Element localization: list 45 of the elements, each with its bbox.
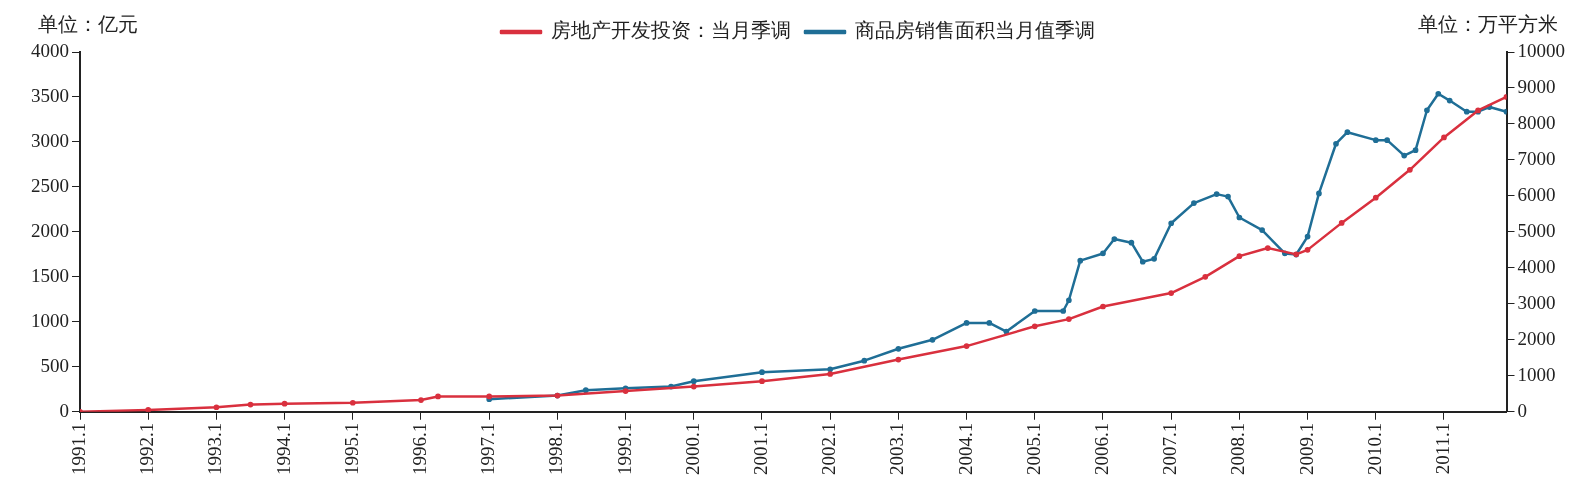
- x-tick-label: 1995.1: [340, 422, 362, 475]
- y-tick-label: 3500: [31, 84, 69, 106]
- y2-tick-label: 8000: [1517, 111, 1556, 133]
- x-tick-label: 2007.1: [1159, 422, 1181, 475]
- x-tick-label: 1996.1: [408, 422, 430, 475]
- y-tick-label: 3000: [31, 129, 69, 151]
- x-tick-label: 2003.1: [886, 422, 908, 475]
- x-tick-label: 1997.1: [477, 422, 499, 475]
- y2-tick-label: 0: [1517, 399, 1527, 421]
- y2-tick-label: 9000: [1517, 75, 1556, 97]
- y-tick-label: 1500: [31, 264, 69, 286]
- y-tick-label: 500: [40, 354, 69, 376]
- y-tick-label: 2000: [31, 219, 69, 241]
- y2-tick-label: 5000: [1517, 219, 1556, 241]
- x-tick-label: 1999.1: [613, 422, 635, 475]
- x-tick-label: 2010.1: [1363, 422, 1385, 475]
- x-tick-label: 2002.1: [818, 422, 840, 475]
- x-tick-label: 2009.1: [1295, 422, 1317, 475]
- legend-label: 商品房销售面积当月值季调: [855, 19, 1095, 42]
- y-tick-label: 1000: [31, 309, 69, 331]
- x-tick-label: 2000.1: [681, 422, 703, 475]
- y2-axis-title: 单位：万平方米: [1418, 13, 1558, 36]
- y-tick-label: 0: [59, 399, 69, 421]
- x-tick-label: 2004.1: [954, 422, 976, 475]
- x-tick-label: 1991.1: [67, 422, 89, 475]
- x-tick-label: 2005.1: [1022, 422, 1044, 475]
- y2-tick-label: 6000: [1517, 183, 1556, 205]
- y-axis-title: 单位：亿元: [38, 13, 138, 36]
- x-tick-label: 1994.1: [272, 422, 294, 475]
- y2-tick-label: 4000: [1517, 255, 1556, 277]
- x-tick-label: 1998.1: [545, 422, 567, 475]
- x-tick-label: 1993.1: [204, 422, 226, 475]
- y2-tick-label: 1000: [1517, 363, 1556, 385]
- y2-tick-label: 10000: [1517, 39, 1565, 61]
- y-tick-label: 2500: [31, 174, 69, 196]
- x-tick-label: 2006.1: [1090, 422, 1112, 475]
- y-tick-label: 4000: [31, 39, 69, 61]
- y2-tick-label: 3000: [1517, 291, 1556, 313]
- x-tick-label: 2011.1: [1431, 422, 1453, 475]
- legend-label: 房地产开发投资：当月季调: [551, 19, 791, 42]
- x-tick-label: 1992.1: [136, 422, 158, 475]
- y2-tick-label: 7000: [1517, 147, 1556, 169]
- y2-tick-label: 2000: [1517, 327, 1556, 349]
- x-tick-label: 2008.1: [1227, 422, 1249, 475]
- x-tick-label: 2001.1: [749, 422, 771, 475]
